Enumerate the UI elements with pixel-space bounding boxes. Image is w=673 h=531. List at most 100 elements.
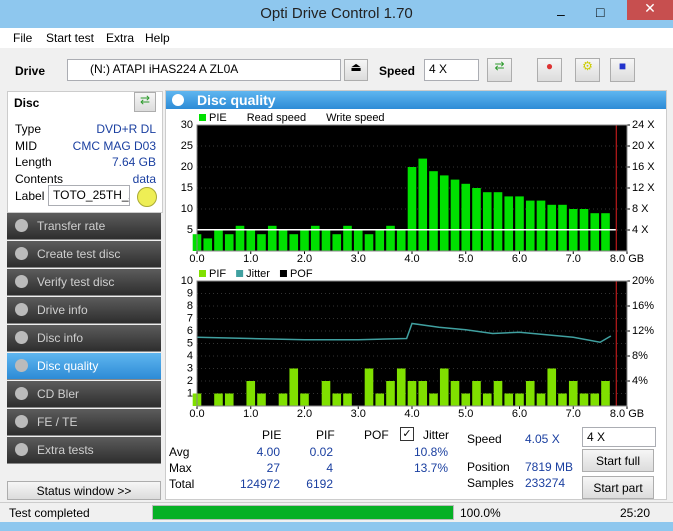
bar [439,368,449,406]
bar [246,381,256,406]
drive-select[interactable]: (N:) ATAPI iHAS224 A ZL0A [67,59,341,81]
y-tick-label: 6 [187,325,193,337]
info-value: 233274 [525,476,566,490]
bar [439,175,449,251]
y2-tick-label: 20 X [632,140,655,152]
label-field[interactable]: TOTO_25TH_AI [48,185,130,206]
nav-button[interactable]: Disc info [7,325,161,352]
bar [482,393,492,406]
x-tick-label: 8.0 GB [610,408,644,420]
y2-tick-label: 24 X [632,119,655,131]
start-full-button[interactable]: Start full [582,449,654,472]
stat-value: 124972 [239,477,280,491]
refresh-button[interactable]: ⇄ [487,58,512,82]
bar [558,393,567,406]
bar [450,179,460,251]
info-label: Speed [467,432,502,446]
nav-icon [15,219,28,232]
disc-value: DVD+R DL [96,122,156,136]
test-speed-select[interactable]: 4 X [582,427,656,447]
stat-value: 27 [266,461,280,475]
menu-item[interactable]: Start test [46,31,95,45]
nav-button[interactable]: FE / TE [7,409,161,436]
bar [429,171,438,251]
stat-header: Jitter [423,428,450,442]
panel-header [166,91,666,109]
y2-tick-label: 8% [632,350,648,362]
jitter-checkbox[interactable]: ✓ [400,427,414,441]
save-button[interactable]: ■ [610,58,635,82]
info-label: Position [467,460,510,474]
nav-button[interactable]: Verify test disc [7,269,161,296]
legend-label: PIF [209,268,226,280]
disc-key: Contents [15,171,64,186]
bar [235,225,245,251]
nav-button[interactable]: Transfer rate [7,213,161,240]
erase-button[interactable]: ● [537,58,562,82]
stat-label: Total [169,477,195,491]
bar [536,200,546,251]
x-tick-label: 7.0 [566,253,581,265]
legend-swatch [316,114,324,121]
y-tick-label: 25 [181,140,193,152]
y2-tick-label: 8 X [632,203,649,215]
progress-fill [153,506,453,519]
menu-bar [0,28,673,48]
info-value: 7819 MB [525,460,574,474]
bar [364,368,374,406]
bar [343,225,352,251]
speed-select[interactable]: 4 X [424,59,479,81]
nav-button[interactable]: Drive info [7,297,161,324]
menu-item[interactable]: Help [145,31,170,45]
stat-label: Max [169,461,192,475]
disc-value: data [132,171,156,186]
legend-label: Jitter [246,268,270,280]
y2-tick-label: 4 X [632,224,649,236]
y2-tick-label: 16% [632,300,654,312]
disc-refresh[interactable]: ⇄ [134,92,156,112]
bar [332,234,342,251]
bar [579,393,589,406]
x-tick-label: 5.0 [458,408,473,420]
maximize[interactable]: □ [596,4,605,20]
disc-header: Disc [14,96,40,110]
menu-item[interactable]: File [13,31,33,45]
x-tick-label: 0.0 [189,253,204,265]
stat-header: POF [364,428,389,442]
config-button[interactable]: ⚙ [575,58,600,82]
time: 25:20 [620,506,651,520]
x-tick-label: 8.0 GB [610,253,644,265]
bar [493,192,503,251]
y2-tick-label: 12 X [632,182,655,194]
bar [214,393,223,406]
bar [407,381,417,406]
bar [407,167,417,251]
nav-button[interactable]: Extra tests [7,437,161,464]
nav-button[interactable]: Disc quality [7,353,161,380]
info-label: Samples [467,476,514,490]
y-tick-label: 5 [187,224,193,236]
y-tick-label: 10 [181,275,193,287]
bar [472,381,481,406]
y-tick-label: 9 [187,287,193,299]
y-tick-label: 2 [187,375,193,387]
bar [504,393,514,406]
nav-button[interactable]: Create test disc [7,241,161,268]
legend-label: POF [290,268,313,280]
status-window-button[interactable]: Status window >> [7,481,161,500]
close[interactable]: ✕ [627,0,673,20]
x-tick-label: 3.0 [351,253,366,265]
start-part-button[interactable]: Start part [582,476,654,499]
bar [364,234,374,251]
label-icon[interactable] [137,187,157,207]
bar [375,230,385,251]
legend-swatch [199,114,206,121]
minimize[interactable]: – [557,6,565,22]
label-caption: Label [15,189,45,203]
eject-button[interactable]: ⏏ [344,59,368,81]
nav-button[interactable]: CD Bler [7,381,161,408]
menu-item[interactable]: Extra [106,31,135,45]
legend-swatch [199,270,206,277]
